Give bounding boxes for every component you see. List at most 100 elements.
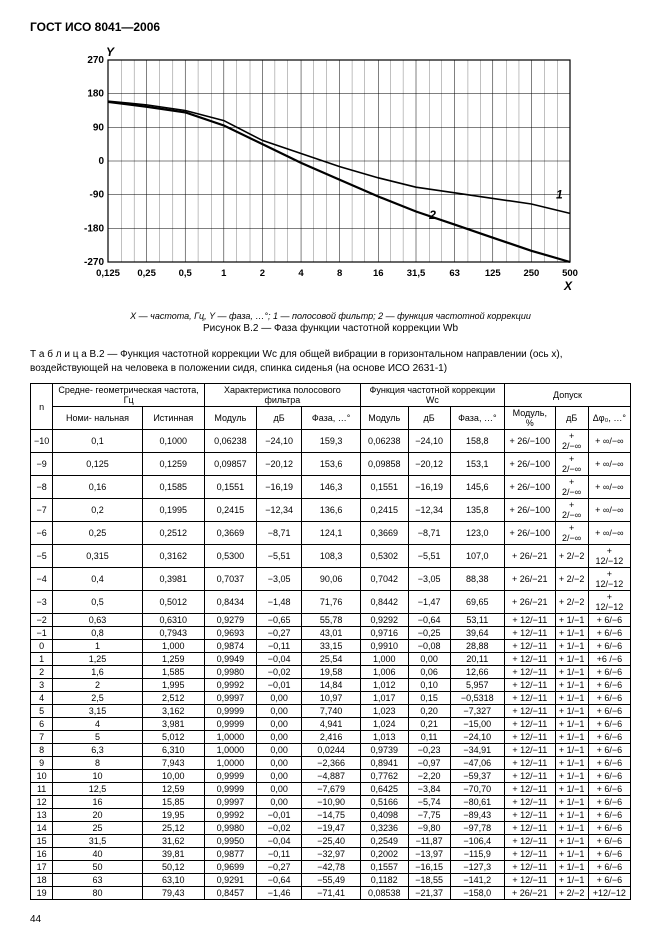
svg-text:0,25: 0,25	[137, 268, 156, 279]
table-cell: 0,3162	[142, 545, 204, 568]
svg-text:16: 16	[373, 268, 384, 279]
table-row: 987,9431,00000,00−2,3660,8941−0,97−47,06…	[31, 757, 631, 770]
table-cell: 71,76	[302, 591, 360, 614]
svg-text:250: 250	[523, 268, 539, 279]
th-freq-nom: Номи- нальная	[53, 407, 142, 430]
table-cell: 15	[31, 835, 53, 848]
table-cell: 0,9292	[360, 614, 408, 627]
table-cell: 0,9999	[204, 783, 256, 796]
table-cell: + 1/−1	[555, 718, 588, 731]
th-wc-db: дБ	[408, 407, 450, 430]
table-cell: −14,75	[302, 809, 360, 822]
table-cell: 33,15	[302, 640, 360, 653]
table-cell: 0,1	[53, 430, 142, 453]
table-cell: 18	[31, 874, 53, 887]
table-cell: + 12/−11	[504, 835, 555, 848]
table-cell: 0,00	[256, 692, 302, 705]
table-cell: 19,58	[302, 666, 360, 679]
table-cell: + 12/−11	[504, 653, 555, 666]
table-cell: + 6/−6	[588, 848, 630, 861]
table-row: 011,0000,9874−0,1133,150,9910−0,0828,88+…	[31, 640, 631, 653]
table-cell: −19,47	[302, 822, 360, 835]
table-cell: + 1/−1	[555, 614, 588, 627]
table-cell: 12	[31, 796, 53, 809]
th-wc-phase: Фаза, …°	[450, 407, 504, 430]
th-bp-db: дБ	[256, 407, 302, 430]
table-cell: + 12/−11	[504, 848, 555, 861]
table-cell: 0,8434	[204, 591, 256, 614]
table-cell: + 6/−6	[588, 692, 630, 705]
table-cell: 0,11	[408, 731, 450, 744]
table-cell: 0,9999	[204, 718, 256, 731]
table-cell: −0,01	[256, 809, 302, 822]
table-cell: 0,6425	[360, 783, 408, 796]
table-cell: 1,995	[142, 679, 204, 692]
table-cell: 5	[53, 731, 142, 744]
table-cell: + 2/−∞	[555, 476, 588, 499]
table-cell: −5,51	[256, 545, 302, 568]
table-cell: 153,1	[450, 453, 504, 476]
table-cell: −1,47	[408, 591, 450, 614]
table-row: −60,250,25120,3669−8,71124,10,3669−8,711…	[31, 522, 631, 545]
table-cell: 0,00	[256, 705, 302, 718]
table-cell: −0,01	[256, 679, 302, 692]
table-cell: 0,7943	[142, 627, 204, 640]
table-row: 186363,100,9291−0,64−55,490,1182−18,55−1…	[31, 874, 631, 887]
table-cell: + 1/−1	[555, 705, 588, 718]
table-cell: 53,11	[450, 614, 504, 627]
table-cell: 0,8442	[360, 591, 408, 614]
table-row: 1531,531,620,9950−0,04−25,400,2549−11,87…	[31, 835, 631, 848]
table-cell: + 1/−1	[555, 770, 588, 783]
table-cell: 1,017	[360, 692, 408, 705]
table-cell: + ∞/−∞	[588, 476, 630, 499]
table-cell: + 1/−1	[555, 640, 588, 653]
table-row: 132019,950,9992−0,01−14,750,4098−7,75−89…	[31, 809, 631, 822]
table-row: −10,80,79430,9693−0,2743,010,9716−0,2539…	[31, 627, 631, 640]
table-cell: −20,12	[408, 453, 450, 476]
table-cell: 0,00	[256, 783, 302, 796]
table-cell: 0,1995	[142, 499, 204, 522]
table-cell: 39,64	[450, 627, 504, 640]
table-cell: + 1/−1	[555, 757, 588, 770]
table-row: −20,630,63100,9279−0,6555,780,9292−0,645…	[31, 614, 631, 627]
table-cell: 28,88	[450, 640, 504, 653]
table-cell: 0,9997	[204, 796, 256, 809]
table-cell: −0,97	[408, 757, 450, 770]
table-cell: 136,6	[302, 499, 360, 522]
table-cell: −0,08	[408, 640, 450, 653]
table-cell: + 12/−11	[504, 731, 555, 744]
table-cell: −141,2	[450, 874, 504, 887]
table-cell: + 12/−11	[504, 718, 555, 731]
table-cell: 5,957	[450, 679, 504, 692]
table-cell: + 12/−12	[588, 591, 630, 614]
svg-text:Y: Y	[106, 45, 115, 59]
table-cell: −24,10	[256, 430, 302, 453]
table-cell: + 12/−11	[504, 627, 555, 640]
table-cell: 31,62	[142, 835, 204, 848]
table-cell: −0,11	[256, 640, 302, 653]
table-cell: + 12/−12	[588, 568, 630, 591]
table-cell: 1,0000	[204, 757, 256, 770]
table-cell: 0,9949	[204, 653, 256, 666]
table-cell: −47,06	[450, 757, 504, 770]
table-cell: 10,00	[142, 770, 204, 783]
table-cell: + 2/−∞	[555, 430, 588, 453]
table-cell: −2	[31, 614, 53, 627]
table-cell: 11	[31, 783, 53, 796]
table-cell: 90,06	[302, 568, 360, 591]
table-cell: 145,6	[450, 476, 504, 499]
table-cell: + 12/−11	[504, 861, 555, 874]
table-cell: 1,0000	[204, 731, 256, 744]
table-row: −70,20,19950,2415−12,34136,60,2415−12,34…	[31, 499, 631, 522]
table-cell: −16,19	[408, 476, 450, 499]
table-cell: + 2/−∞	[555, 453, 588, 476]
table-cell: 25	[53, 822, 142, 835]
table-cell: 0,2415	[360, 499, 408, 522]
table-cell: 7,943	[142, 757, 204, 770]
table-cell: 0,7762	[360, 770, 408, 783]
th-wc-mod: Модуль	[360, 407, 408, 430]
svg-text:-90: -90	[90, 190, 105, 201]
table-cell: 63	[53, 874, 142, 887]
table-cell: + 1/−1	[555, 653, 588, 666]
table-cell: + 6/−6	[588, 796, 630, 809]
